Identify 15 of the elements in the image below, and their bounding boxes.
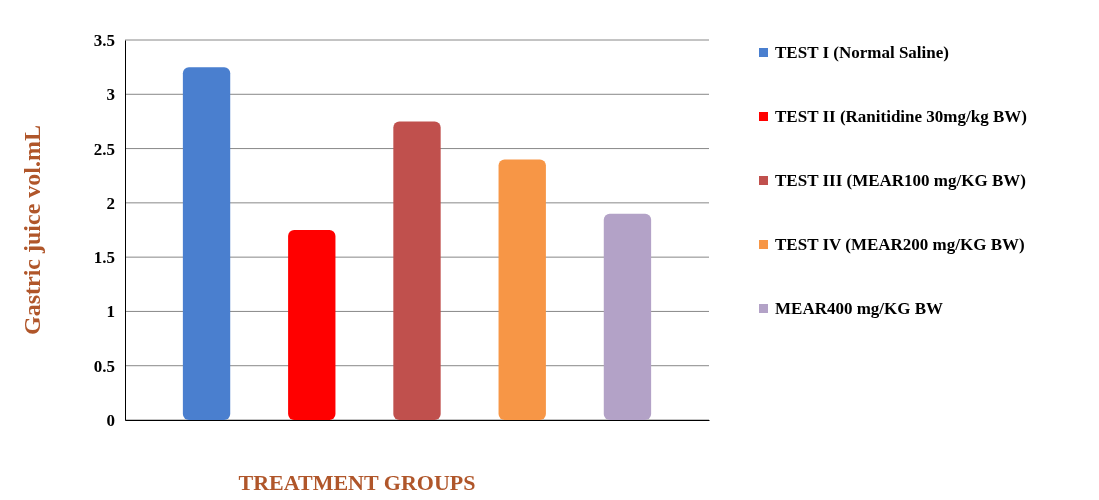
y-tick-label: 2 [106,193,115,213]
legend-label: MEAR400 mg/KG BW [775,299,944,318]
legend-label: TEST II (Ranitidine 30mg/kg BW) [775,107,1027,126]
y-tick-label: 2.5 [93,139,115,159]
y-axis-title: Gastric juice vol.mL [19,125,45,335]
legend-label: TEST I (Normal Saline) [775,43,949,62]
x-axis-title: TREATMENT GROUPS [238,470,476,495]
y-tick-label: 3.5 [93,30,115,50]
y-tick-label: 0 [106,410,115,430]
y-tick-label: 3 [106,85,115,105]
y-tick-label: 1 [106,302,115,322]
legend-label: TEST III (MEAR100 mg/KG BW) [775,171,1026,190]
y-tick-label: 1.5 [93,248,115,268]
legend-label: TEST IV (MEAR200 mg/KG BW) [775,235,1025,254]
y-tick-label: 0.5 [93,356,115,376]
